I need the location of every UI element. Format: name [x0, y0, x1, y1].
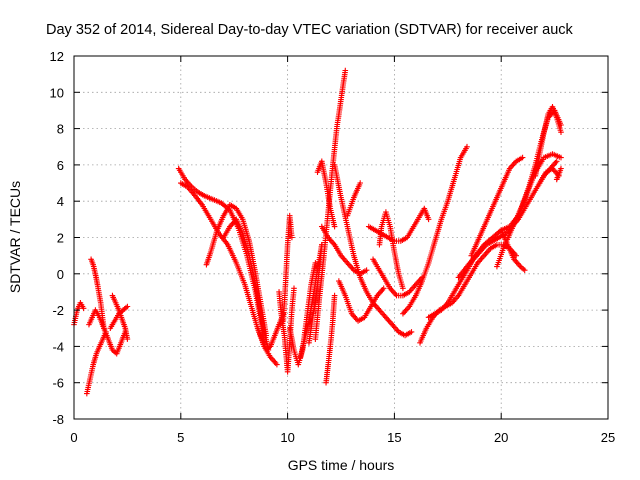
series-arc-3 [88, 256, 107, 331]
series-arc-23 [344, 180, 363, 219]
series-arc-13 [280, 212, 295, 324]
series-arc-34 [498, 227, 528, 273]
data-point-markers [468, 154, 526, 259]
series-arc-21 [331, 162, 415, 339]
series-arc-22 [336, 278, 387, 324]
x-tick-labels: 0 5 10 15 20 25 [70, 430, 615, 445]
series-arc-26 [370, 256, 425, 299]
data-point-markers [109, 292, 131, 342]
data-point-markers [494, 107, 564, 270]
y-tick-label: -4 [52, 339, 64, 354]
data-point-markers [312, 67, 349, 342]
series-arc-2 [84, 329, 109, 397]
x-tick-label: 20 [494, 430, 508, 445]
data-point-markers [323, 292, 338, 386]
y-tick-labels: -8 -6 -4 -2 0 2 4 6 8 10 12 [50, 49, 64, 427]
data-point-markers [344, 180, 363, 219]
y-tick-label: 8 [57, 122, 64, 137]
series-arc-12 [276, 285, 297, 375]
x-tick-label: 0 [70, 430, 77, 445]
y-tick-label: 0 [57, 267, 64, 282]
chart-title: Day 352 of 2014, Sidereal Day-to-day VTE… [46, 22, 574, 38]
series-arc-1 [71, 300, 87, 328]
data-point-markers [84, 329, 109, 397]
data-point-markers [365, 205, 432, 244]
data-point-markers [86, 307, 129, 357]
data-point-markers [400, 143, 470, 317]
data-point-markers [276, 285, 297, 375]
series-arc-31 [468, 154, 526, 259]
y-tick-label: 2 [57, 231, 64, 246]
series-arc-32 [494, 107, 564, 270]
series-arc-24 [365, 205, 432, 244]
x-tick-label: 5 [177, 430, 184, 445]
data-point-markers [280, 212, 295, 324]
series-arc-16 [306, 242, 325, 346]
series-arc-19 [323, 292, 338, 386]
series-arc-4 [86, 307, 129, 357]
series-arc-20 [318, 223, 370, 277]
data-point-markers [314, 158, 338, 230]
data-point-markers [306, 242, 325, 346]
data-point-markers [71, 300, 87, 328]
data-point-markers [553, 165, 564, 183]
series-arc-25 [376, 209, 406, 292]
data-point-markers [336, 278, 387, 324]
y-tick-label: 10 [50, 85, 64, 100]
y-tick-label: 12 [50, 49, 64, 64]
data-point-markers [318, 223, 370, 277]
series-arc-6 [107, 303, 131, 332]
data-point-markers [498, 227, 528, 273]
x-tick-label: 25 [601, 430, 615, 445]
x-tick-label: 15 [387, 430, 401, 445]
x-tick-label: 10 [280, 430, 294, 445]
y-tick-label: -8 [52, 412, 64, 427]
series-arc-10 [220, 216, 272, 353]
data-point-markers [88, 256, 107, 331]
data-point-markers [532, 104, 564, 179]
data-point-markers [376, 209, 406, 292]
data-point-markers [220, 216, 272, 353]
y-tick-label: 4 [57, 194, 64, 209]
data-series [71, 67, 564, 397]
data-point-markers [331, 162, 415, 339]
series-arc-33 [532, 104, 564, 179]
series-arc-5 [109, 292, 131, 342]
data-point-markers [107, 303, 131, 332]
y-tick-label: -6 [52, 376, 64, 391]
axis-ticks [73, 55, 609, 420]
x-axis-label: GPS time / hours [288, 457, 395, 473]
series-arc-18 [314, 158, 338, 230]
y-tick-label: -2 [52, 303, 64, 318]
y-axis-label: SDTVAR / TECUs [7, 181, 23, 293]
series-arc-36 [553, 165, 564, 183]
data-point-markers [370, 256, 425, 299]
series-arc-27 [400, 143, 470, 317]
series-arc-17 [312, 67, 349, 342]
y-tick-label: 6 [57, 158, 64, 173]
